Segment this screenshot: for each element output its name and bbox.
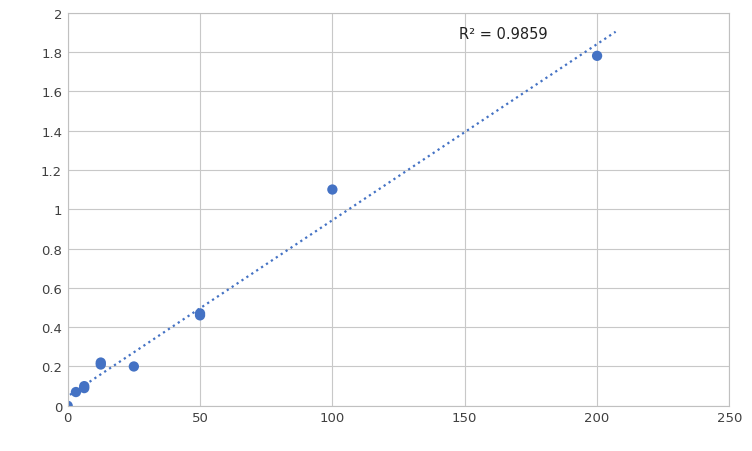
Point [62, 402, 74, 410]
Point [194, 312, 206, 319]
Point [326, 187, 338, 194]
Point [95, 361, 107, 368]
Point [591, 53, 603, 60]
Text: R² = 0.9859: R² = 0.9859 [459, 27, 548, 42]
Point [78, 382, 90, 390]
Point [70, 389, 82, 396]
Point [128, 363, 140, 370]
Point [95, 359, 107, 366]
Point [78, 385, 90, 392]
Point [194, 310, 206, 318]
